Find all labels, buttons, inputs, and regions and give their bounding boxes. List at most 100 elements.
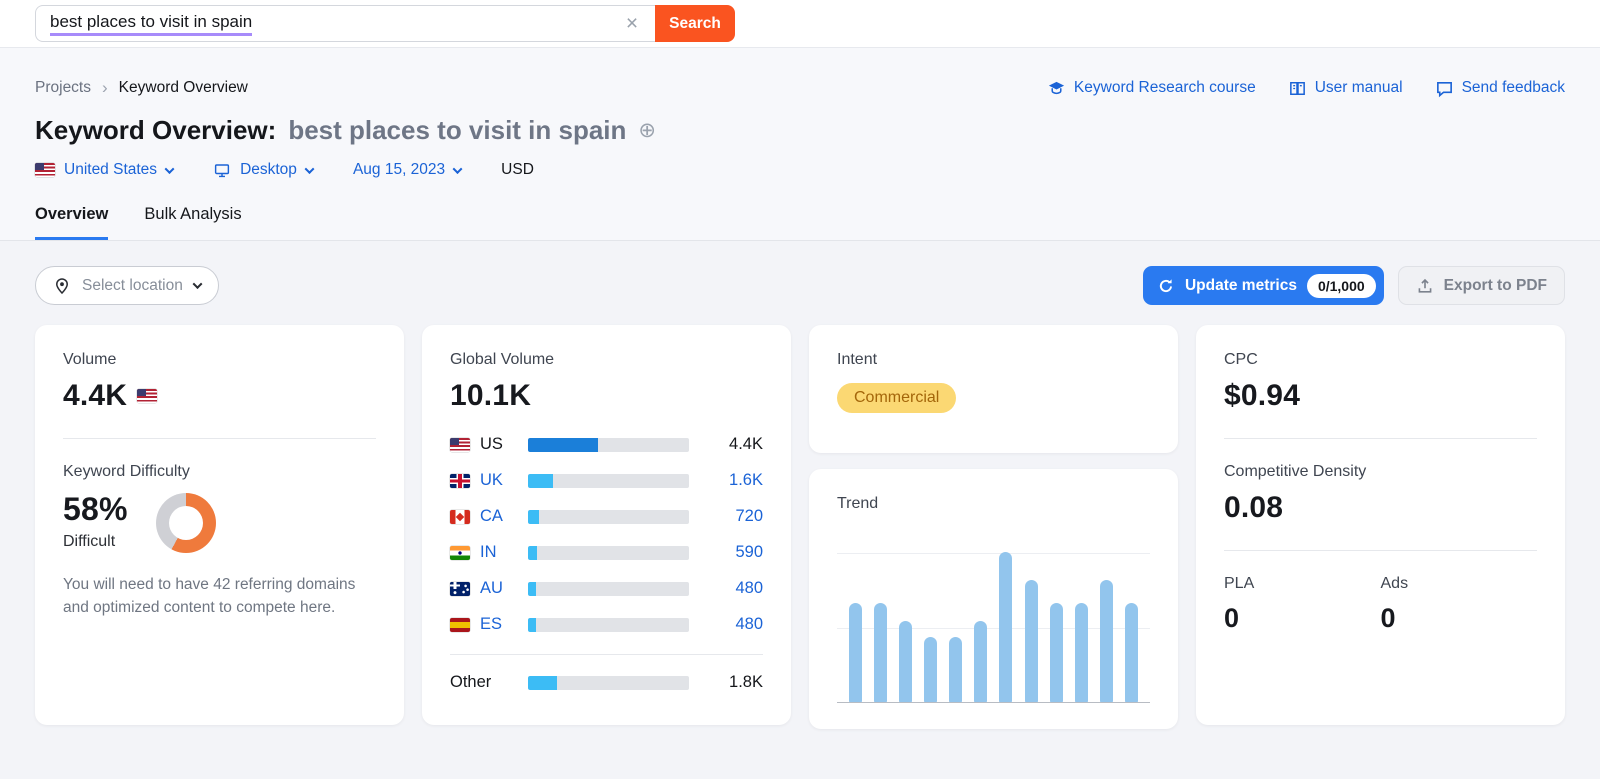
cpc-title: CPC (1224, 351, 1258, 368)
country-label: UK (450, 471, 528, 490)
intent-badge: Commercial (837, 383, 957, 413)
breadcrumb-separator-icon: › (102, 78, 108, 97)
trend-bar (1074, 603, 1088, 702)
chevron-down-icon (304, 163, 315, 174)
country-label: ES (450, 615, 528, 634)
device-filter-dropdown[interactable]: Desktop (213, 161, 315, 179)
volume-bar-track (528, 545, 689, 560)
volume-value[interactable]: 1.6K (729, 471, 763, 489)
tab-overview[interactable]: Overview (35, 205, 109, 240)
add-keyword-icon[interactable]: ⊕ (638, 119, 657, 142)
book-icon (1289, 81, 1305, 95)
search-button[interactable]: Search (655, 5, 735, 42)
trend-bar (924, 637, 938, 702)
feedback-bubble-icon (1436, 81, 1452, 97)
trend-bar (1024, 580, 1038, 702)
country-label: Other (450, 673, 528, 692)
in-flag-icon (450, 545, 470, 560)
global-volume-row: US 4.4K (450, 435, 763, 454)
volume-bar-fill (528, 617, 536, 632)
user-manual-link[interactable]: User manual (1288, 79, 1403, 98)
trend-bar (974, 621, 988, 702)
keyword-research-course-link[interactable]: Keyword Research course (1047, 79, 1256, 98)
au-flag-icon (450, 581, 470, 596)
us-flag-icon (137, 389, 158, 403)
volume-value[interactable]: 590 (735, 543, 763, 561)
update-metrics-button[interactable]: Update metrics 0/1,000 (1142, 266, 1384, 305)
divider (1224, 550, 1537, 551)
competitive-density-title: Competitive Density (1224, 463, 1367, 480)
country-filter-dropdown[interactable]: United States (35, 161, 175, 179)
volume-title: Volume (63, 351, 117, 368)
divider (450, 654, 763, 655)
volume-bar-fill (528, 675, 557, 690)
us-flag-icon (35, 163, 55, 177)
search-input-value: best places to visit in spain (50, 12, 253, 36)
difficulty-donut-chart (155, 493, 216, 553)
volume-difficulty-card: Volume 4.4K Keyword Difficulty 58% Diffi… (35, 325, 404, 725)
trend-card: Trend (809, 469, 1178, 729)
competitive-density-value: 0.08 (1224, 491, 1284, 524)
location-pin-icon (56, 277, 68, 294)
keyword-difficulty-value: 58% (63, 491, 128, 527)
clear-search-icon[interactable]: × (617, 6, 647, 41)
select-location-dropdown[interactable]: Select location (35, 266, 219, 305)
volume-value[interactable]: 480 (735, 615, 763, 633)
pla-value: 0 (1224, 603, 1240, 633)
trend-bar (849, 603, 862, 702)
volume-value: 4.4K (63, 379, 128, 412)
global-volume-title: Global Volume (450, 351, 555, 368)
top-search-bar: best places to visit in spain × Search (0, 0, 1600, 48)
desktop-icon (214, 163, 230, 177)
ca-flag-icon (450, 509, 470, 524)
ads-value: 0 (1380, 603, 1396, 633)
trend-title: Trend (837, 495, 879, 512)
volume-bar-track (528, 581, 689, 596)
country-code[interactable]: ES (480, 615, 503, 633)
country-label: US (450, 435, 528, 454)
volume-value[interactable]: 480 (735, 579, 763, 597)
breadcrumb-current: Keyword Overview (118, 79, 248, 96)
breadcrumb: Projects › Keyword Overview (35, 78, 248, 98)
upload-icon (1418, 278, 1432, 293)
difficulty-description: You will need to have 42 referring domai… (63, 576, 356, 617)
global-volume-row: CA 720 (450, 507, 763, 526)
page-title: Keyword Overview: (35, 115, 277, 145)
country-label: CA (450, 507, 528, 526)
date-filter-dropdown[interactable]: Aug 15, 2023 (353, 161, 463, 179)
volume-bar-fill (528, 437, 599, 452)
search-input[interactable]: best places to visit in spain × (35, 5, 655, 42)
export-to-pdf-button[interactable]: Export to PDF (1397, 266, 1565, 305)
country-label: AU (450, 579, 528, 598)
currency-label: USD (501, 161, 534, 178)
country-code[interactable]: UK (480, 471, 503, 489)
es-flag-icon (450, 617, 470, 632)
refresh-icon (1159, 278, 1172, 292)
page-title-keyword: best places to visit in spain (288, 115, 627, 145)
country-code[interactable]: IN (480, 543, 497, 561)
trend-bar-chart (837, 552, 1150, 703)
pla-title: PLA (1224, 575, 1255, 592)
country-code[interactable]: AU (480, 579, 503, 597)
country-code[interactable]: CA (480, 507, 503, 525)
volume-value[interactable]: 720 (735, 507, 763, 525)
global-volume-row: UK 1.6K (450, 471, 763, 490)
volume-bar-fill (528, 509, 540, 524)
cpc-value: $0.94 (1224, 379, 1301, 412)
global-volume-card: Global Volume 10.1K US 4.4K UK 1.6K CA 720 IN 5… (422, 325, 791, 725)
cpc-card: CPC $0.94 Competitive Density 0.08 PLA 0… (1196, 325, 1565, 725)
trend-bar (949, 637, 963, 702)
chevron-down-icon (452, 163, 463, 174)
intent-title: Intent (837, 351, 878, 368)
volume-bar-track (528, 675, 689, 690)
keyword-difficulty-title: Keyword Difficulty (63, 463, 190, 480)
volume-bar-fill (528, 581, 536, 596)
trend-bar (874, 603, 888, 702)
trend-bar (999, 552, 1013, 702)
global-volume-rows: US 4.4K UK 1.6K CA 720 IN 590 AU 480 ES 480 Other 1.8… (450, 435, 763, 692)
uk-flag-icon (450, 473, 470, 488)
breadcrumb-projects[interactable]: Projects (35, 79, 91, 96)
send-feedback-link[interactable]: Send feedback (1435, 79, 1565, 98)
chevron-down-icon (192, 279, 203, 290)
tab-bulk-analysis[interactable]: Bulk Analysis (144, 205, 242, 223)
